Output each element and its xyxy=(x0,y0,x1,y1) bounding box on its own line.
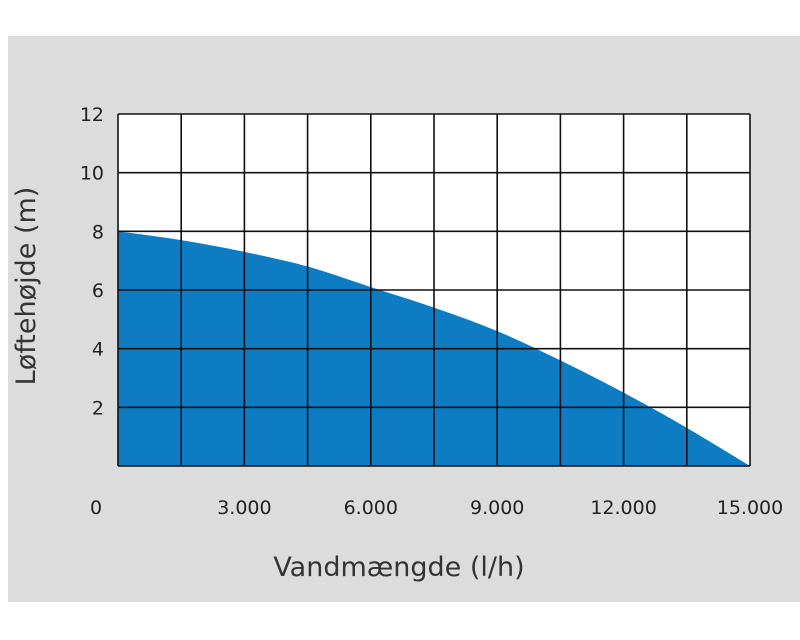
x-tick-label: 6.000 xyxy=(344,497,398,519)
x-tick-labels: 0 3.000 6.000 9.000 12.000 15.000 xyxy=(90,497,783,519)
y-tick-label: 12 xyxy=(80,104,104,126)
x-tick-label: 3.000 xyxy=(217,497,271,519)
y-tick-label: 6 xyxy=(92,280,104,302)
x-axis-title: Vandmængde (l/h) xyxy=(273,552,524,583)
x-tick-label: 9.000 xyxy=(470,497,524,519)
y-tick-label: 4 xyxy=(92,339,104,361)
x-tick-label: 0 xyxy=(90,497,102,519)
y-tick-labels: 2 4 6 8 10 12 xyxy=(80,104,104,419)
x-tick-label: 15.000 xyxy=(717,497,783,519)
chart-panel: 0 3.000 6.000 9.000 12.000 15.000 2 4 6 8 10 12 Va… xyxy=(8,36,800,602)
grid xyxy=(117,113,751,467)
y-tick-label: 10 xyxy=(80,163,104,185)
y-tick-label: 2 xyxy=(92,397,104,419)
chart: 0 3.000 6.000 9.000 12.000 15.000 2 4 6 8 10 12 Va… xyxy=(11,104,783,583)
x-tick-label: 12.000 xyxy=(590,497,656,519)
y-tick-label: 8 xyxy=(92,221,104,243)
y-axis-title: Løftehøjde (m) xyxy=(11,187,42,386)
